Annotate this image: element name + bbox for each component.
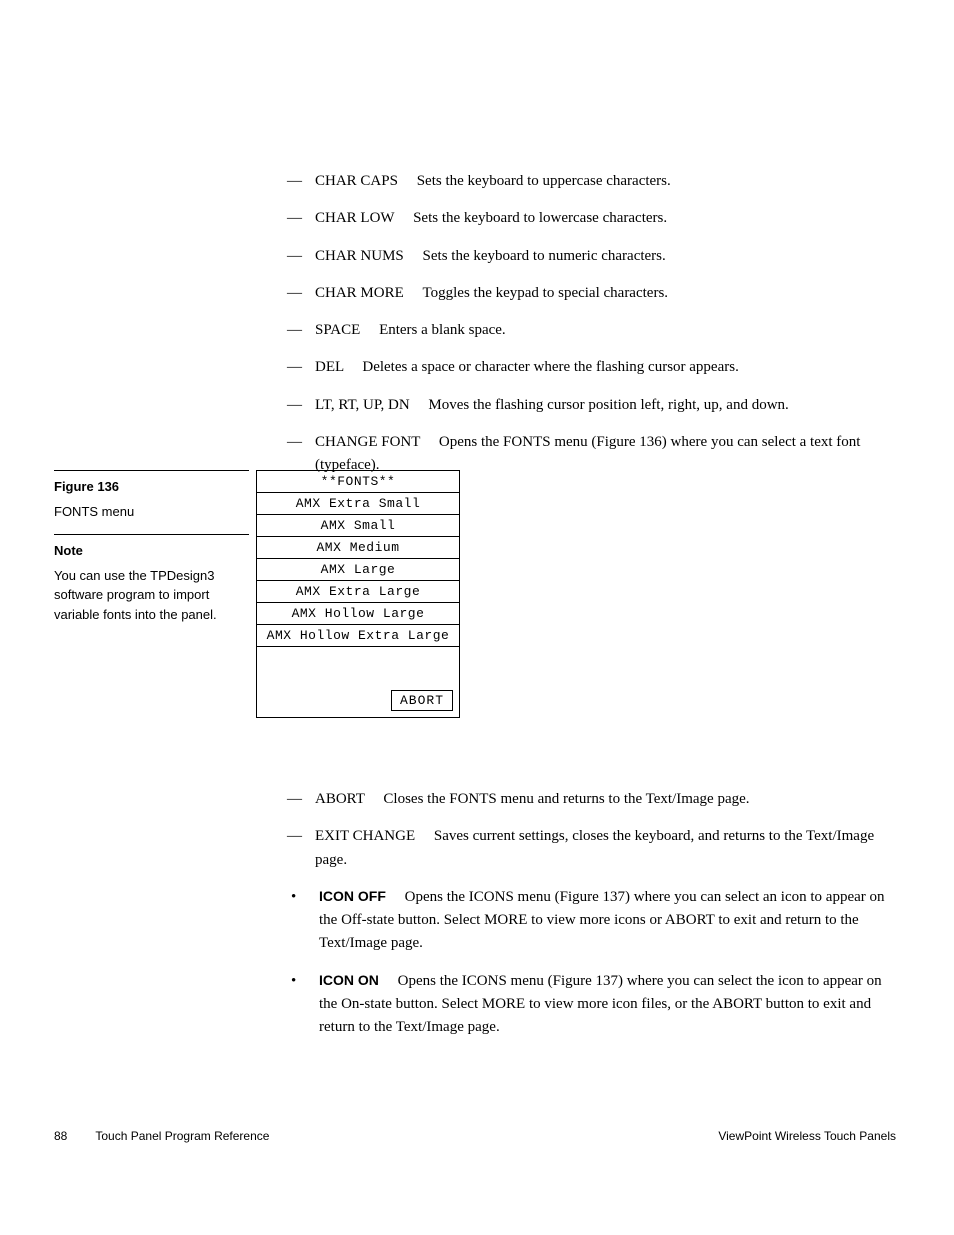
fonts-menu-item[interactable]: AMX Small bbox=[257, 515, 459, 537]
fonts-menu-item[interactable]: AMX Hollow Extra Large bbox=[257, 625, 459, 647]
definition-item: —EXIT CHANGE Saves current settings, clo… bbox=[285, 825, 895, 872]
term: LT, RT, UP, DN bbox=[315, 397, 428, 413]
term: CHAR LOW bbox=[315, 210, 413, 226]
rule bbox=[54, 470, 249, 471]
fonts-menu-gap: ABORT bbox=[257, 647, 459, 717]
fonts-menu-item[interactable]: AMX Extra Large bbox=[257, 581, 459, 603]
upper-definition-list: —CHAR CAPS Sets the keyboard to uppercas… bbox=[285, 170, 895, 491]
description: Sets the keyboard to numeric characters. bbox=[423, 248, 666, 264]
description: Toggles the keypad to special characters… bbox=[423, 285, 669, 301]
dash-mark: — bbox=[285, 319, 315, 342]
description: Opens the ICONS menu (Figure 137) where … bbox=[319, 889, 885, 952]
figure-caption: FONTS menu bbox=[54, 502, 249, 522]
figure-label: Figure 136 bbox=[54, 479, 249, 494]
term: CHANGE FONT bbox=[315, 434, 439, 450]
description: Enters a blank space. bbox=[379, 322, 506, 338]
footer-section: Touch Panel Program Reference bbox=[95, 1129, 269, 1143]
fonts-menu-item[interactable]: AMX Hollow Large bbox=[257, 603, 459, 625]
definition-item: —CHAR CAPS Sets the keyboard to uppercas… bbox=[285, 170, 895, 193]
description: Deletes a space or character where the f… bbox=[362, 359, 738, 375]
bullet-item: •ICON ON Opens the ICONS menu (Figure 13… bbox=[285, 970, 895, 1040]
term: SPACE bbox=[315, 322, 379, 338]
fonts-menu-title: **FONTS** bbox=[257, 471, 459, 493]
abort-button[interactable]: ABORT bbox=[391, 690, 453, 711]
dash-mark: — bbox=[285, 245, 315, 268]
term: CHAR NUMS bbox=[315, 248, 423, 264]
term: CHAR MORE bbox=[315, 285, 423, 301]
definition-body: EXIT CHANGE Saves current settings, clos… bbox=[315, 825, 895, 872]
dash-mark: — bbox=[285, 356, 315, 379]
footer-product: ViewPoint Wireless Touch Panels bbox=[718, 1129, 896, 1143]
definition-item: —ABORT Closes the FONTS menu and returns… bbox=[285, 788, 895, 811]
term: ICON ON bbox=[319, 972, 379, 988]
definition-item: —CHAR MORE Toggles the keypad to special… bbox=[285, 282, 895, 305]
description: Sets the keyboard to lowercase character… bbox=[413, 210, 667, 226]
bullet-mark: • bbox=[285, 886, 319, 956]
definition-item: —CHAR NUMS Sets the keyboard to numeric … bbox=[285, 245, 895, 268]
definition-body: SPACE Enters a blank space. bbox=[315, 319, 895, 342]
dash-mark: — bbox=[285, 788, 315, 811]
description: Sets the keyboard to uppercase character… bbox=[417, 173, 671, 189]
bullet-mark: • bbox=[285, 970, 319, 1040]
bullet-body: ICON OFF Opens the ICONS menu (Figure 13… bbox=[319, 886, 895, 956]
dash-mark: — bbox=[285, 170, 315, 193]
term: ABORT bbox=[315, 791, 383, 807]
definition-item: —SPACE Enters a blank space. bbox=[285, 319, 895, 342]
description: Moves the flashing cursor position left,… bbox=[428, 397, 788, 413]
dash-mark: — bbox=[285, 394, 315, 417]
page-number: 88 bbox=[54, 1129, 67, 1143]
definition-body: LT, RT, UP, DN Moves the flashing cursor… bbox=[315, 394, 895, 417]
term: EXIT CHANGE bbox=[315, 828, 434, 844]
note-text: You can use the TPDesign3 software progr… bbox=[54, 566, 249, 625]
lower-block: —ABORT Closes the FONTS menu and returns… bbox=[285, 788, 895, 1053]
definition-item: —DEL Deletes a space or character where … bbox=[285, 356, 895, 379]
definition-item: —CHAR LOW Sets the keyboard to lowercase… bbox=[285, 207, 895, 230]
definition-body: CHAR CAPS Sets the keyboard to uppercase… bbox=[315, 170, 895, 193]
definition-item: —LT, RT, UP, DN Moves the flashing curso… bbox=[285, 394, 895, 417]
fonts-menu: **FONTS** AMX Extra SmallAMX SmallAMX Me… bbox=[256, 470, 460, 718]
definition-body: CHAR MORE Toggles the keypad to special … bbox=[315, 282, 895, 305]
description: Closes the FONTS menu and returns to the… bbox=[383, 791, 749, 807]
definition-body: DEL Deletes a space or character where t… bbox=[315, 356, 895, 379]
bullet-body: ICON ON Opens the ICONS menu (Figure 137… bbox=[319, 970, 895, 1040]
page: —CHAR CAPS Sets the keyboard to uppercas… bbox=[0, 0, 954, 1235]
definition-body: ABORT Closes the FONTS menu and returns … bbox=[315, 788, 895, 811]
term: ICON OFF bbox=[319, 888, 386, 904]
bullet-item: •ICON OFF Opens the ICONS menu (Figure 1… bbox=[285, 886, 895, 956]
definition-body: CHAR NUMS Sets the keyboard to numeric c… bbox=[315, 245, 895, 268]
dash-mark: — bbox=[285, 825, 315, 872]
fonts-menu-item[interactable]: AMX Extra Small bbox=[257, 493, 459, 515]
note-label: Note bbox=[54, 543, 249, 558]
dash-mark: — bbox=[285, 207, 315, 230]
fonts-menu-item[interactable]: AMX Medium bbox=[257, 537, 459, 559]
rule bbox=[54, 534, 249, 535]
term: DEL bbox=[315, 359, 362, 375]
term: CHAR CAPS bbox=[315, 173, 417, 189]
description: Opens the ICONS menu (Figure 137) where … bbox=[319, 973, 882, 1036]
page-footer: 88 Touch Panel Program Reference ViewPoi… bbox=[54, 1129, 896, 1143]
definition-body: CHAR LOW Sets the keyboard to lowercase … bbox=[315, 207, 895, 230]
sidebar-figure: Figure 136 FONTS menu Note You can use t… bbox=[54, 470, 249, 636]
dash-mark: — bbox=[285, 282, 315, 305]
fonts-menu-item[interactable]: AMX Large bbox=[257, 559, 459, 581]
